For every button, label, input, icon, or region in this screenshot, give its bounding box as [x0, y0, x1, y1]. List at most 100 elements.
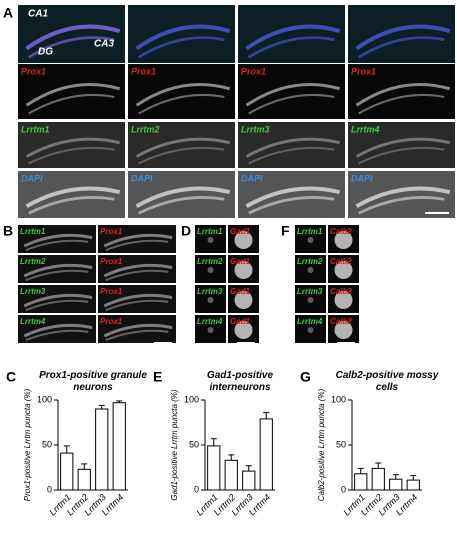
tissue-outline	[135, 24, 231, 51]
micrograph	[295, 255, 326, 283]
channel-label: Gad1	[230, 317, 251, 326]
panel-letter: C	[6, 369, 16, 385]
tissue-outline	[25, 239, 89, 252]
channel-label: Lrrtm1	[197, 227, 223, 236]
channel-label: Lrrtm4	[197, 317, 223, 326]
cell-signal	[334, 261, 353, 279]
channel-label: Gad1	[230, 257, 251, 266]
cell-signal	[234, 321, 253, 339]
channel-label: Lrrtm3	[297, 287, 323, 296]
cell-signal	[334, 231, 353, 249]
tissue-outline	[28, 146, 115, 165]
bar	[112, 402, 126, 491]
panel-letter: F	[281, 223, 290, 239]
tissue-outline	[248, 196, 335, 215]
chart-title: Gad1-positive interneurons	[206, 370, 274, 393]
cell-signal	[207, 237, 214, 243]
bar	[389, 478, 403, 491]
panel-letter: B	[3, 223, 13, 239]
tissue-outline	[25, 83, 121, 107]
cell-signal	[307, 267, 314, 273]
tissue-outline	[137, 36, 225, 59]
cell-signal	[307, 237, 314, 243]
tissue-outline	[28, 196, 115, 215]
cell-signal	[207, 327, 214, 333]
tissue-outline	[27, 36, 115, 59]
cell-signal	[334, 321, 353, 339]
tissue-outline	[25, 24, 121, 51]
tissue-outline	[25, 299, 89, 312]
scale-bar	[337, 342, 355, 344]
micrograph	[195, 285, 226, 313]
tissue-outline	[105, 329, 169, 342]
tissue-outline	[105, 239, 169, 252]
micrograph	[195, 255, 226, 283]
channel-label: Gad1	[230, 227, 251, 236]
channel-label: Lrrtm2	[131, 124, 160, 134]
cell-signal	[207, 297, 214, 303]
cell-signal	[234, 231, 253, 249]
y-tick-label: 100	[331, 394, 346, 404]
channel-label: Lrrtm3	[241, 124, 270, 134]
bar	[207, 445, 221, 491]
cell-signal	[207, 267, 214, 273]
channel-label: DG	[38, 47, 53, 58]
tissue-outline	[248, 146, 335, 165]
channel-label: Lrrtm2	[20, 257, 46, 266]
bar	[371, 467, 385, 491]
channel-label: DAPI	[351, 173, 373, 183]
panel-letter: A	[3, 5, 13, 21]
y-tick-label: 50	[336, 439, 346, 449]
y-axis-label: Prox1-positive Lrrtm puncta (%)	[23, 388, 32, 501]
tissue-outline	[103, 293, 173, 308]
channel-label: Lrrtm4	[20, 317, 46, 326]
chart-title: Calb2-positive mossy cells	[335, 370, 439, 393]
y-tick-label: 0	[341, 484, 346, 494]
tissue-outline	[28, 93, 115, 115]
y-tick-label: 0	[47, 484, 52, 494]
panel-letter: G	[300, 369, 311, 385]
bar	[406, 479, 420, 491]
tissue-outline	[357, 36, 445, 59]
channel-label: Calb2	[330, 287, 352, 296]
y-tick-label: 100	[37, 394, 52, 404]
cell-signal	[334, 291, 353, 309]
bar	[224, 459, 238, 491]
tissue-outline	[245, 83, 341, 107]
tissue-outline	[25, 329, 89, 342]
channel-label: Lrrtm4	[351, 124, 380, 134]
y-tick-label: 0	[194, 484, 199, 494]
tissue-outline	[135, 137, 230, 158]
channel-label: Calb2	[330, 257, 352, 266]
cell-signal	[307, 327, 314, 333]
scale-bar	[425, 212, 449, 214]
tissue-outline	[25, 269, 89, 282]
channel-label: Calb2	[330, 227, 352, 236]
cell-signal	[234, 291, 253, 309]
tissue-outline	[105, 269, 169, 282]
channel-label: Lrrtm3	[197, 287, 223, 296]
tissue-outline	[355, 137, 450, 158]
bar	[242, 470, 256, 491]
bar	[259, 418, 273, 491]
micrograph	[195, 225, 226, 253]
micrograph	[195, 315, 226, 343]
micrograph	[295, 315, 326, 343]
channel-label: DAPI	[131, 173, 153, 183]
y-axis-label: Calb2-positive Lrrtm puncta (%)	[317, 388, 326, 501]
tissue-outline	[138, 93, 225, 115]
tissue-outline	[25, 137, 120, 158]
tissue-outline	[355, 83, 451, 107]
channel-label: DAPI	[241, 173, 263, 183]
channel-label: Prox1	[100, 317, 123, 326]
scale-bar	[154, 342, 172, 344]
channel-label: CA3	[94, 39, 114, 50]
tissue-outline	[355, 24, 451, 51]
channel-label: Lrrtm1	[297, 227, 323, 236]
tissue-outline	[23, 233, 93, 248]
channel-label: DAPI	[21, 173, 43, 183]
tissue-outline	[25, 186, 121, 208]
channel-label: Lrrtm2	[197, 257, 223, 266]
y-tick-label: 50	[189, 439, 199, 449]
